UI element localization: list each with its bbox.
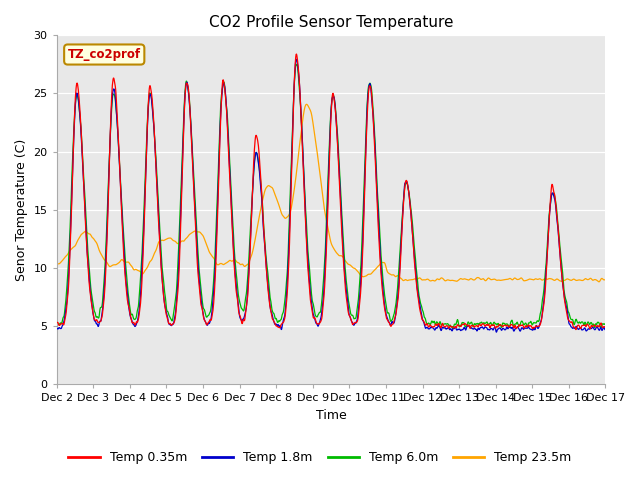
X-axis label: Time: Time: [316, 409, 346, 422]
Legend: Temp 0.35m, Temp 1.8m, Temp 6.0m, Temp 23.5m: Temp 0.35m, Temp 1.8m, Temp 6.0m, Temp 2…: [63, 446, 577, 469]
Title: CO2 Profile Sensor Temperature: CO2 Profile Sensor Temperature: [209, 15, 453, 30]
Y-axis label: Senor Temperature (C): Senor Temperature (C): [15, 139, 28, 281]
Text: TZ_co2prof: TZ_co2prof: [68, 48, 141, 61]
